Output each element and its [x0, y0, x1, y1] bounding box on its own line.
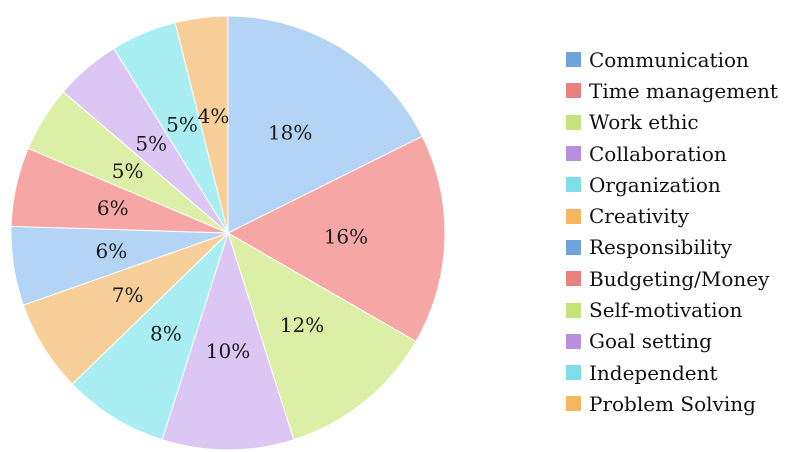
legend-item: Responsibility — [566, 232, 778, 263]
legend-label: Problem Solving — [589, 391, 756, 416]
pie-slice-5 — [71, 232, 229, 441]
legend-item: Independent — [566, 357, 778, 388]
legend-swatch — [566, 271, 581, 287]
slice-label-9: 5% — [112, 159, 144, 183]
legend-item: Collaboration — [566, 138, 778, 169]
legend-label: Work ethic — [589, 110, 699, 135]
slice-label-11: 5% — [166, 112, 198, 136]
legend-label: Organization — [589, 172, 721, 197]
slice-label-2: 16% — [324, 225, 368, 249]
pie-slice-1 — [227, 15, 423, 234]
legend-label: Time management — [589, 78, 778, 103]
legend-label: Self-motivation — [589, 298, 743, 323]
legend-label: Collaboration — [589, 141, 727, 166]
legend-item: Creativity — [566, 200, 778, 231]
legend-swatch — [566, 333, 581, 349]
legend-item: Problem Solving — [566, 388, 778, 419]
slice-label-7: 6% — [96, 239, 128, 263]
legend: Communication Time management Work ethic Co… — [566, 44, 778, 420]
pie-slice-4 — [161, 231, 295, 451]
legend-swatch — [566, 52, 581, 68]
legend-label: Communication — [589, 47, 749, 72]
legend-item: Budgeting/Money — [566, 263, 778, 294]
legend-item: Self-motivation — [566, 294, 778, 325]
legend-item: Work ethic — [566, 107, 778, 138]
legend-swatch — [566, 239, 581, 255]
pie-slice-12 — [174, 15, 229, 234]
legend-item: Organization — [566, 169, 778, 200]
legend-swatch — [566, 365, 581, 381]
slice-label-12: 4% — [198, 104, 230, 128]
legend-item: Time management — [566, 75, 778, 106]
legend-item: Goal setting — [566, 326, 778, 357]
legend-swatch — [566, 83, 581, 99]
legend-label: Responsibility — [589, 235, 732, 260]
legend-label: Goal setting — [589, 329, 712, 354]
pie-chart: 18%16%12%10%8%7%6%6%5%5%5% 4% — [10, 15, 446, 451]
slice-label-10: 5% — [135, 131, 167, 155]
slice-label-5: 8% — [150, 321, 182, 345]
slice-label-8: 6% — [97, 196, 129, 220]
legend-swatch — [566, 208, 581, 224]
slice-label-6: 7% — [112, 283, 144, 307]
legend-swatch — [566, 114, 581, 130]
slice-label-1: 18% — [268, 121, 312, 145]
legend-label: Independent — [589, 360, 718, 385]
legend-label: Budgeting/Money — [589, 266, 770, 291]
pie-slice-2 — [226, 135, 446, 343]
slice-label-4: 10% — [206, 339, 250, 363]
slice-label-3: 12% — [280, 313, 324, 337]
legend-item: Communication — [566, 44, 778, 75]
legend-label: Creativity — [589, 204, 690, 229]
legend-swatch — [566, 177, 581, 193]
pie-slice-3 — [227, 231, 417, 441]
legend-swatch — [566, 146, 581, 162]
legend-swatch — [566, 396, 581, 412]
legend-swatch — [566, 302, 581, 318]
